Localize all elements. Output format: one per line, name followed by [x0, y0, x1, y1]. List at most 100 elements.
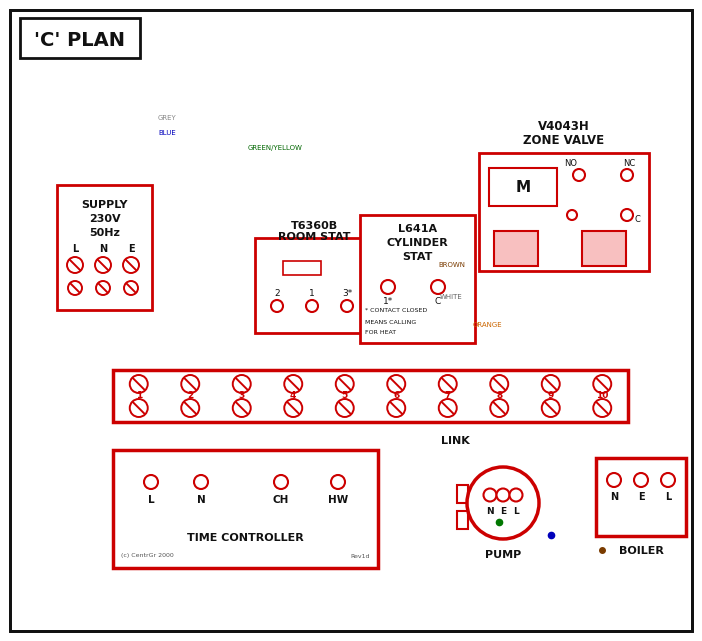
- Text: ROOM STAT: ROOM STAT: [278, 232, 350, 242]
- Text: Rev1d: Rev1d: [350, 553, 370, 558]
- Circle shape: [490, 375, 508, 393]
- Text: SUPPLY: SUPPLY: [81, 200, 128, 210]
- Bar: [494, 231, 538, 266]
- Circle shape: [661, 473, 675, 487]
- Text: 3*: 3*: [342, 290, 352, 299]
- Circle shape: [181, 375, 199, 393]
- Bar: [596, 458, 686, 536]
- Text: BOILER: BOILER: [618, 546, 663, 556]
- Circle shape: [124, 281, 138, 295]
- Circle shape: [439, 399, 457, 417]
- Text: L641A: L641A: [398, 224, 437, 234]
- Text: L: L: [147, 495, 154, 505]
- Text: STAT: STAT: [402, 252, 432, 262]
- Bar: [20, 18, 140, 58]
- Bar: [489, 168, 557, 206]
- Circle shape: [123, 257, 139, 273]
- Text: CYLINDER: CYLINDER: [387, 238, 449, 248]
- Text: E: E: [128, 244, 134, 254]
- Circle shape: [95, 257, 111, 273]
- Circle shape: [68, 281, 82, 295]
- Text: 9: 9: [548, 392, 554, 401]
- Text: 2: 2: [274, 290, 280, 299]
- Bar: [479, 153, 649, 271]
- Bar: [113, 370, 628, 422]
- Bar: [57, 185, 152, 310]
- Text: 'C' PLAN: 'C' PLAN: [34, 31, 126, 49]
- Text: 2: 2: [187, 392, 193, 401]
- Circle shape: [621, 209, 633, 221]
- Circle shape: [439, 375, 457, 393]
- Text: PUMP: PUMP: [485, 550, 521, 560]
- Circle shape: [634, 473, 648, 487]
- Text: LINK: LINK: [442, 436, 470, 446]
- Circle shape: [542, 399, 559, 417]
- Text: E: E: [500, 506, 506, 515]
- Text: 1*: 1*: [383, 297, 393, 306]
- Text: E: E: [637, 492, 644, 502]
- Text: N: N: [486, 506, 494, 515]
- Text: N: N: [99, 244, 107, 254]
- Circle shape: [96, 281, 110, 295]
- Text: 5: 5: [342, 392, 348, 401]
- Circle shape: [144, 475, 158, 489]
- Text: 4: 4: [290, 392, 296, 401]
- Circle shape: [496, 488, 510, 501]
- Text: ORANGE: ORANGE: [473, 322, 503, 328]
- Text: 230V: 230V: [88, 214, 120, 224]
- Text: HW: HW: [328, 495, 348, 505]
- Circle shape: [284, 399, 303, 417]
- Text: CH: CH: [273, 495, 289, 505]
- Text: L: L: [665, 492, 671, 502]
- Circle shape: [331, 475, 345, 489]
- Circle shape: [130, 399, 147, 417]
- Circle shape: [388, 375, 405, 393]
- Text: 7: 7: [444, 392, 451, 401]
- Text: FOR HEAT: FOR HEAT: [365, 331, 396, 335]
- Text: BROWN: BROWN: [438, 262, 465, 268]
- Circle shape: [593, 375, 611, 393]
- Bar: [255, 238, 373, 333]
- Text: * CONTACT CLOSED: * CONTACT CLOSED: [365, 308, 428, 313]
- Text: T6360B: T6360B: [291, 221, 338, 231]
- Text: 1: 1: [135, 392, 142, 401]
- Bar: [283, 261, 321, 275]
- Bar: [457, 485, 468, 503]
- Text: 6: 6: [393, 392, 399, 401]
- Circle shape: [431, 280, 445, 294]
- Bar: [360, 215, 475, 343]
- Text: NC: NC: [623, 160, 635, 169]
- Text: 1: 1: [309, 290, 315, 299]
- Circle shape: [284, 375, 303, 393]
- Circle shape: [271, 300, 283, 312]
- Circle shape: [607, 473, 621, 487]
- Circle shape: [306, 300, 318, 312]
- Text: 50Hz: 50Hz: [89, 228, 120, 238]
- Text: GREEN/YELLOW: GREEN/YELLOW: [248, 145, 303, 151]
- Text: N: N: [610, 492, 618, 502]
- Text: V4043H: V4043H: [538, 121, 590, 133]
- Text: ZONE VALVE: ZONE VALVE: [524, 133, 604, 147]
- Circle shape: [542, 375, 559, 393]
- Circle shape: [336, 399, 354, 417]
- Text: BLUE: BLUE: [158, 130, 176, 136]
- Circle shape: [573, 169, 585, 181]
- Circle shape: [467, 467, 539, 539]
- Circle shape: [130, 375, 147, 393]
- Text: L: L: [513, 506, 519, 515]
- Text: C: C: [634, 215, 640, 224]
- Text: GREY: GREY: [158, 115, 177, 121]
- Circle shape: [181, 399, 199, 417]
- Bar: [457, 511, 468, 529]
- Circle shape: [510, 488, 522, 501]
- Circle shape: [341, 300, 353, 312]
- Bar: [113, 450, 378, 568]
- Circle shape: [567, 210, 577, 220]
- Circle shape: [233, 399, 251, 417]
- Text: WHITE: WHITE: [440, 294, 463, 300]
- Bar: [582, 231, 626, 266]
- Text: TIME CONTROLLER: TIME CONTROLLER: [187, 533, 304, 543]
- Circle shape: [621, 169, 633, 181]
- Text: (c) CentrGr 2000: (c) CentrGr 2000: [121, 553, 174, 558]
- Circle shape: [593, 399, 611, 417]
